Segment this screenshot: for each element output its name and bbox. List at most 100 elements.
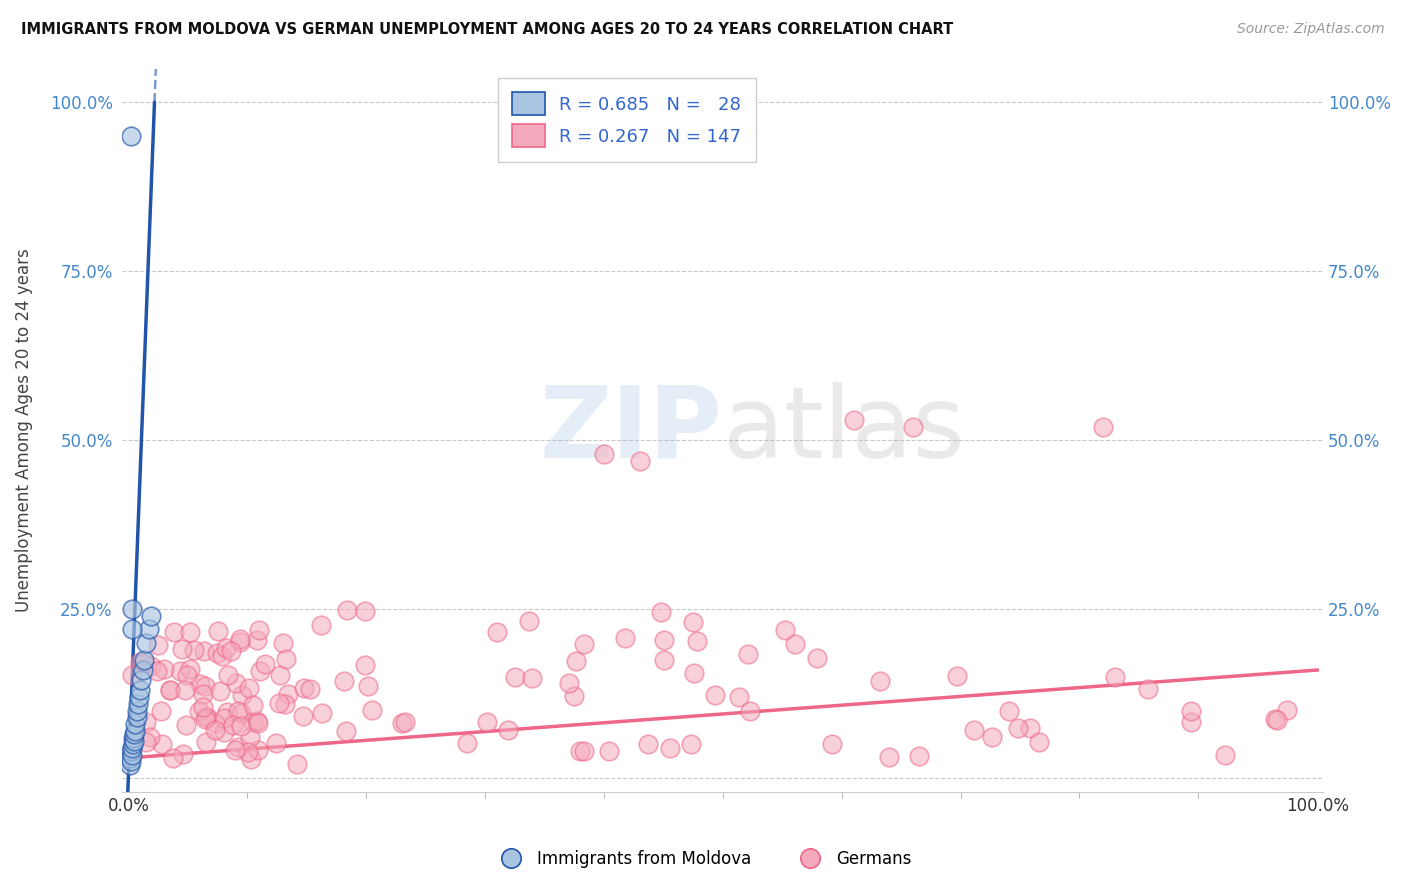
Point xyxy=(124,723,146,738)
Point xyxy=(269,667,291,681)
Point xyxy=(208,683,231,698)
Point xyxy=(131,663,153,677)
Text: Source: ZipAtlas.com: Source: ZipAtlas.com xyxy=(1237,22,1385,37)
Point xyxy=(238,681,260,695)
Point xyxy=(652,652,675,666)
Point xyxy=(1137,682,1160,697)
Point xyxy=(135,735,157,749)
Point xyxy=(118,757,141,772)
Point xyxy=(229,719,252,733)
Point xyxy=(121,740,143,755)
Point xyxy=(1180,714,1202,729)
Point xyxy=(361,703,384,717)
Point xyxy=(907,748,929,763)
Text: IMMIGRANTS FROM MOLDOVA VS GERMAN UNEMPLOYMENT AMONG AGES 20 TO 24 YEARS CORRELA: IMMIGRANTS FROM MOLDOVA VS GERMAN UNEMPL… xyxy=(21,22,953,37)
Point xyxy=(247,623,270,637)
Point xyxy=(159,682,181,697)
Point xyxy=(568,743,591,757)
Point xyxy=(222,717,245,731)
Point xyxy=(193,699,215,714)
Point xyxy=(124,734,146,748)
Point xyxy=(613,631,636,645)
Point xyxy=(239,730,262,744)
Point xyxy=(229,632,252,647)
Point xyxy=(738,704,761,718)
Point xyxy=(231,688,253,702)
Point xyxy=(195,709,218,723)
Point xyxy=(226,704,249,718)
Point xyxy=(517,615,540,629)
Point xyxy=(162,751,184,765)
Point xyxy=(277,687,299,701)
Point xyxy=(127,697,149,711)
Point xyxy=(124,717,146,731)
Text: ZIP: ZIP xyxy=(540,382,723,479)
Point xyxy=(842,413,865,427)
Point xyxy=(728,690,751,704)
Point xyxy=(963,723,986,738)
Point xyxy=(134,656,156,670)
Point xyxy=(191,687,214,701)
Point xyxy=(267,696,290,710)
Point xyxy=(146,638,169,652)
Point xyxy=(264,736,287,750)
Point xyxy=(135,636,157,650)
Point xyxy=(1104,670,1126,684)
Point xyxy=(159,682,181,697)
Point xyxy=(564,654,586,668)
Point xyxy=(224,742,246,756)
Point xyxy=(253,657,276,672)
Point xyxy=(946,669,969,683)
Point xyxy=(475,715,498,730)
Point xyxy=(179,624,201,639)
Point xyxy=(637,737,659,751)
Point xyxy=(121,623,143,637)
Point xyxy=(125,704,148,718)
Point xyxy=(593,447,616,461)
Point xyxy=(704,688,727,702)
Point xyxy=(122,738,145,752)
Point xyxy=(285,757,308,772)
Point xyxy=(806,651,828,665)
Point xyxy=(194,734,217,748)
Point xyxy=(311,706,333,720)
Point xyxy=(172,747,194,761)
Point xyxy=(572,744,595,758)
Point xyxy=(229,635,252,649)
Point xyxy=(498,723,520,738)
Point xyxy=(869,674,891,689)
Point xyxy=(1028,734,1050,748)
Point xyxy=(981,730,1004,744)
Point xyxy=(174,718,197,732)
Point xyxy=(195,710,218,724)
Point xyxy=(194,712,217,726)
Point xyxy=(204,723,226,737)
Point xyxy=(135,714,157,729)
Point xyxy=(1092,419,1115,434)
Point xyxy=(877,750,900,764)
Point xyxy=(131,673,153,688)
Point xyxy=(193,644,215,658)
Point xyxy=(682,615,704,629)
Text: atlas: atlas xyxy=(723,382,965,479)
Point xyxy=(1180,705,1202,719)
Point xyxy=(204,716,226,731)
Y-axis label: Unemployment Among Ages 20 to 24 years: Unemployment Among Ages 20 to 24 years xyxy=(15,248,32,612)
Point xyxy=(785,637,807,651)
Point xyxy=(353,657,375,672)
Point xyxy=(598,744,620,758)
Point xyxy=(1007,721,1029,735)
Point xyxy=(357,679,380,693)
Point xyxy=(170,642,193,657)
Point xyxy=(125,710,148,724)
Point xyxy=(128,690,150,704)
Point xyxy=(391,715,413,730)
Point xyxy=(558,676,581,690)
Point xyxy=(998,704,1021,718)
Point xyxy=(292,709,315,723)
Point xyxy=(120,744,142,758)
Point xyxy=(292,681,315,696)
Point xyxy=(194,680,217,694)
Point xyxy=(485,625,508,640)
Point xyxy=(124,727,146,741)
